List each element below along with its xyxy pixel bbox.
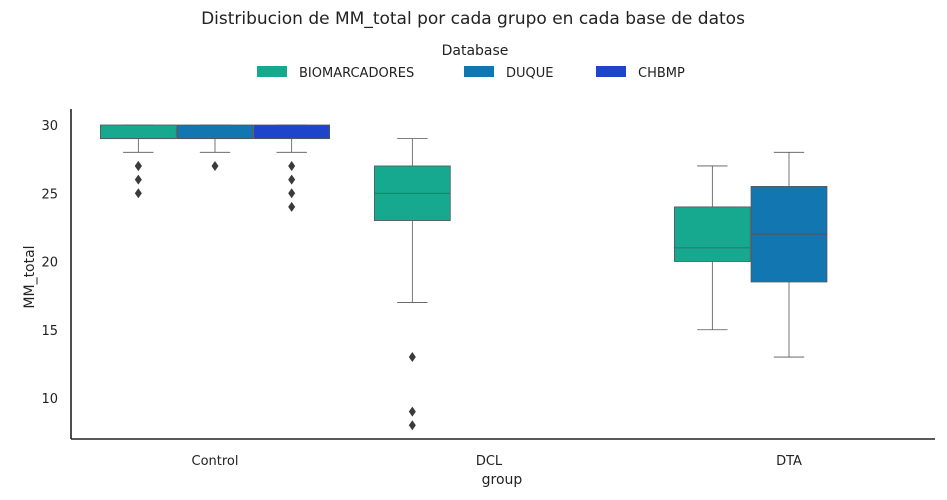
outlier-point xyxy=(211,160,219,171)
x-tick-label: DCL xyxy=(476,454,503,469)
legend-label-biomarcadores: BIOMARCADORES xyxy=(299,66,414,81)
y-tick-label: 20 xyxy=(41,256,58,271)
outlier-point xyxy=(288,188,296,199)
box-body xyxy=(99,124,177,140)
plot-area: 10 15 20 25 30 Control DCL DTA xyxy=(41,109,935,469)
outlier-point xyxy=(134,174,142,185)
y-axis-label: MM_total xyxy=(22,245,38,308)
legend-label-duque: DUQUE xyxy=(506,66,554,81)
legend-label-chbmp: CHBMP xyxy=(638,66,685,81)
y-tick-label: 15 xyxy=(41,324,58,339)
outlier-point xyxy=(408,420,416,431)
outlier-point xyxy=(288,174,296,185)
legend-swatch-duque xyxy=(464,66,494,77)
y-tick-label: 25 xyxy=(41,187,58,202)
box-biomarcadores-dcl xyxy=(373,138,451,431)
chart-title: Distribucion de MM_total por cada grupo … xyxy=(201,9,745,29)
outlier-point xyxy=(408,406,416,417)
box-biomarcadores-dta xyxy=(673,165,751,331)
x-axis-label: group xyxy=(482,472,523,488)
box-body xyxy=(176,124,254,140)
y-tick-label: 30 xyxy=(41,119,58,134)
legend-swatch-chbmp xyxy=(596,66,626,77)
outlier-point xyxy=(134,160,142,171)
outlier-point xyxy=(288,160,296,171)
x-tick-label: DTA xyxy=(776,454,802,469)
box-duque-control xyxy=(176,124,254,171)
outlier-point xyxy=(134,188,142,199)
legend-title: Database xyxy=(442,43,509,59)
outlier-point xyxy=(288,201,296,212)
legend: BIOMARCADORES DUQUE CHBMP xyxy=(257,66,685,81)
box-biomarcadores-control xyxy=(99,124,177,199)
outlier-point xyxy=(408,352,416,363)
y-tick-label: 10 xyxy=(41,392,58,407)
x-tick-label: Control xyxy=(192,454,239,469)
box-body xyxy=(673,206,751,262)
box-chbmp-control xyxy=(253,124,331,212)
box-duque-dta xyxy=(750,151,828,358)
box-body xyxy=(253,124,331,140)
legend-swatch-biomarcadores xyxy=(257,66,287,77)
